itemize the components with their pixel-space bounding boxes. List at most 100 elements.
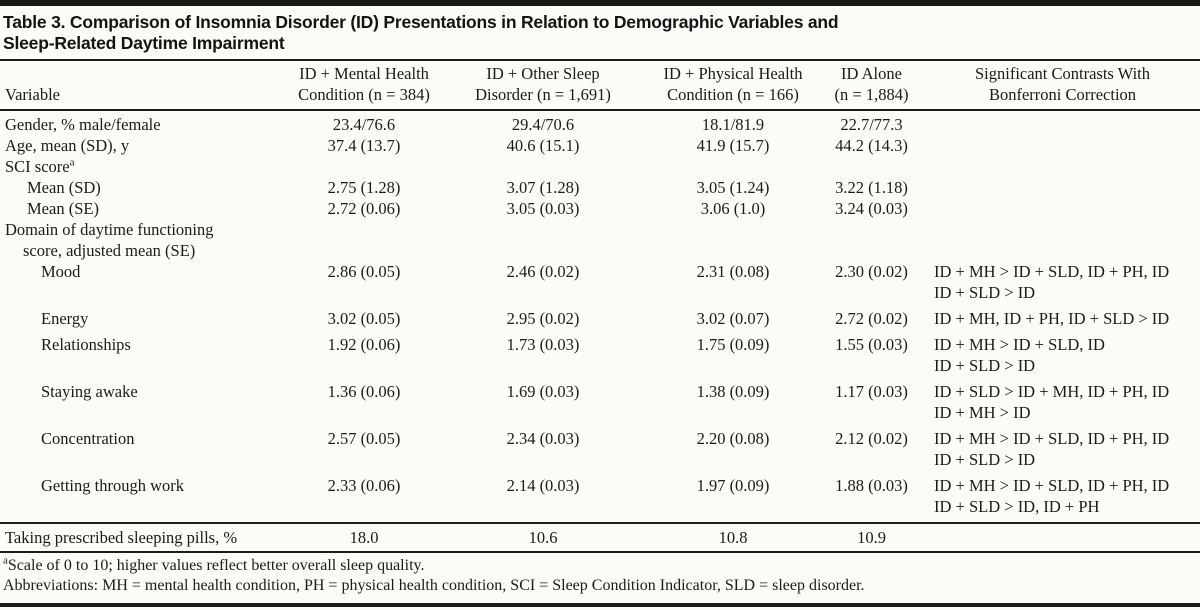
title-divider-rule: [0, 59, 1200, 61]
value-cell: 41.9 (15.7): [696, 136, 770, 155]
value-cell: [648, 219, 818, 261]
row-label: Getting through work: [41, 476, 184, 495]
value-cell: 1.36 (0.06): [327, 382, 401, 401]
value-cell: 3.07 (1.28): [506, 178, 580, 197]
value-cell: 2.95 (0.02): [506, 309, 580, 328]
row-label: Energy: [41, 309, 89, 328]
row-label: Relationships: [41, 335, 131, 354]
table-row: Taking prescribed sleeping pills, % 18.0…: [0, 522, 1200, 553]
row-label: Age, mean (SD), y: [5, 136, 130, 155]
value-cell: [818, 219, 925, 261]
top-rule-thick: [0, 0, 1200, 6]
value-cell: 2.86 (0.05): [327, 262, 401, 281]
value-cell: 3.06 (1.0): [700, 199, 766, 218]
value-cell: 2.72 (0.06): [327, 199, 401, 218]
header-row: Variable ID + Mental Health Condition (n…: [0, 61, 1200, 111]
contrast-cell: ID + MH > ID + SLD, ID + PH, ID ID + SLD …: [934, 476, 1170, 516]
value-cell: 2.12 (0.02): [835, 429, 908, 448]
contrast-cell: [925, 177, 1200, 198]
value-cell: 3.22 (1.18): [835, 178, 908, 197]
value-cell: 37.4 (13.7): [327, 136, 401, 155]
value-cell: 2.30 (0.02): [835, 262, 908, 281]
row-label: SCI scorea: [5, 156, 75, 176]
row-label: Taking prescribed sleeping pills, %: [0, 522, 290, 553]
table-row: Mean (SE) 2.72 (0.06) 3.05 (0.03) 3.06 (…: [0, 198, 1200, 219]
bottom-rule-thick: [0, 603, 1200, 607]
footnote-a-marker: a: [3, 554, 8, 567]
table-footnotes: aScale of 0 to 10; higher values reflect…: [0, 553, 1200, 598]
contrast-cell: ID + SLD > ID + MH, ID + PH, ID ID + MH >…: [934, 382, 1170, 422]
value-cell: 2.14 (0.03): [506, 476, 580, 495]
row-label: Mood: [41, 262, 81, 281]
value-cell: 1.73 (0.03): [506, 335, 580, 354]
value-cell: 10.8: [648, 522, 818, 553]
value-cell: 3.02 (0.05): [327, 309, 401, 328]
table-title: Table 3. Comparison of Insomnia Disorder…: [0, 6, 1200, 59]
value-cell: 3.05 (1.24): [696, 178, 770, 197]
table-body: Gender, % male/female 23.4/76.6 29.4/70.…: [0, 110, 1200, 553]
value-cell: 1.88 (0.03): [835, 476, 908, 495]
table-row: Relationships 1.92 (0.06) 1.73 (0.03) 1.…: [0, 334, 1200, 381]
table-title-line2: Sleep-Related Daytime Impairment: [3, 33, 285, 53]
value-cell: 2.34 (0.03): [506, 429, 580, 448]
value-cell: [438, 156, 648, 177]
contrast-cell: ID + MH > ID + SLD, ID + PH, ID ID + SLD …: [934, 262, 1170, 302]
value-cell: [648, 156, 818, 177]
table-row: Age, mean (SD), y 37.4 (13.7) 40.6 (15.1…: [0, 135, 1200, 156]
value-cell: 2.33 (0.06): [327, 476, 401, 495]
contrast-cell: [925, 198, 1200, 219]
value-cell: 2.75 (1.28): [327, 178, 401, 197]
value-cell: 2.46 (0.02): [506, 262, 580, 281]
column-header-id-mental-health: ID + Mental Health Condition (n = 384): [290, 61, 438, 111]
value-cell: [290, 219, 438, 261]
value-cell: 18.1/81.9: [701, 115, 765, 134]
value-cell: 1.92 (0.06): [327, 335, 401, 354]
row-label: Mean (SE): [27, 199, 99, 218]
table-title-line1: Table 3. Comparison of Insomnia Disorder…: [3, 12, 839, 32]
value-cell: 1.38 (0.09): [696, 382, 770, 401]
table-row: Mean (SD) 2.75 (1.28) 3.07 (1.28) 3.05 (…: [0, 177, 1200, 198]
table-row: Staying awake 1.36 (0.06) 1.69 (0.03) 1.…: [0, 381, 1200, 428]
comparison-table: Variable ID + Mental Health Condition (n…: [0, 61, 1200, 553]
table-row: Gender, % male/female 23.4/76.6 29.4/70.…: [0, 110, 1200, 135]
value-cell: 10.6: [438, 522, 648, 553]
table-row: Mood 2.86 (0.05) 2.46 (0.02) 2.31 (0.08)…: [0, 261, 1200, 308]
value-cell: 44.2 (14.3): [835, 136, 908, 155]
row-label: Concentration: [41, 429, 135, 448]
value-cell: 2.57 (0.05): [327, 429, 401, 448]
value-cell: [818, 156, 925, 177]
footnote-a: aScale of 0 to 10; higher values reflect…: [3, 554, 1200, 576]
value-cell: 22.7/77.3: [840, 115, 903, 134]
value-cell: 1.75 (0.09): [696, 335, 770, 354]
contrast-cell: [925, 110, 1200, 135]
value-cell: 1.97 (0.09): [696, 476, 770, 495]
table-row: Domain of daytime functioning score, adju…: [0, 219, 1200, 261]
row-label: Mean (SD): [27, 178, 101, 197]
footnote-a-text: Scale of 0 to 10; higher values reflect …: [7, 557, 425, 574]
contrast-cell: [925, 219, 1200, 261]
value-cell: 1.17 (0.03): [835, 382, 908, 401]
value-cell: 18.0: [290, 522, 438, 553]
value-cell: 1.55 (0.03): [835, 335, 908, 354]
value-cell: 2.31 (0.08): [696, 262, 770, 281]
value-cell: 3.24 (0.03): [835, 199, 908, 218]
footnote-abbreviations: Abbreviations: MH = mental health condit…: [3, 577, 865, 594]
column-header-id-physical-health: ID + Physical Health Condition (n = 166): [648, 61, 818, 111]
column-header-variable: Variable: [0, 61, 290, 111]
contrast-cell: ID + MH > ID + SLD, ID + PH, ID ID + SLD …: [934, 429, 1170, 469]
table-row: Energy 3.02 (0.05) 2.95 (0.02) 3.02 (0.0…: [0, 308, 1200, 334]
row-label: Gender, % male/female: [5, 115, 161, 134]
value-cell: 3.02 (0.07): [696, 309, 770, 328]
contrast-cell: [925, 522, 1200, 553]
row-label: Staying awake: [41, 382, 138, 401]
value-cell: [290, 156, 438, 177]
column-header-id-other-sleep: ID + Other Sleep Disorder (n = 1,691): [438, 61, 648, 111]
column-header-id-alone: ID Alone (n = 1,884): [818, 61, 925, 111]
table-row: SCI scorea: [0, 156, 1200, 177]
table-row: Concentration 2.57 (0.05) 2.34 (0.03) 2.…: [0, 428, 1200, 475]
value-cell: 10.9: [818, 522, 925, 553]
column-header-significant-contrasts: Significant Contrasts With Bonferroni Co…: [925, 61, 1200, 111]
contrast-cell: ID + MH, ID + PH, ID + SLD > ID: [934, 309, 1170, 328]
contrast-cell: [925, 156, 1200, 177]
